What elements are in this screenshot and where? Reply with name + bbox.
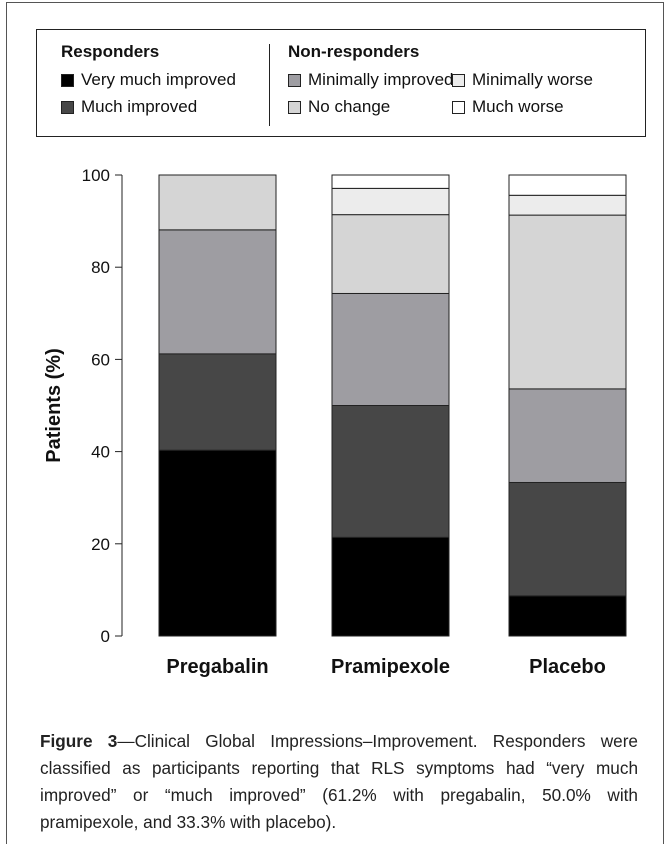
- legend-swatch: [452, 73, 465, 87]
- bar-segment: [158, 449, 277, 637]
- stacked-bar-chart: 0 20 40 60 80 100 Patients (%) Pregabalin Pramip…: [43, 166, 627, 678]
- legend-item-minimally-worse: Minimally worse: [452, 70, 593, 90]
- bar-segment: [158, 353, 277, 451]
- bar-segment: [331, 292, 450, 407]
- x-category-label: Placebo: [529, 656, 606, 678]
- legend-item-minimally-improved: Minimally improved: [288, 70, 453, 90]
- legend-responders-title: Responders: [61, 42, 160, 61]
- bar-segment: [331, 187, 450, 216]
- legend-swatch: [288, 73, 301, 87]
- bar-segment: [508, 481, 627, 597]
- x-category-label: Pregabalin: [166, 656, 268, 678]
- legend-item-no-change: No change: [288, 97, 390, 117]
- legend-item-very-much-improved: Very much improved: [61, 70, 236, 90]
- bar-segment: [331, 536, 450, 637]
- legend-label: No change: [308, 97, 391, 116]
- y-tick-label: 40: [91, 443, 110, 462]
- x-category-label: Pramipexole: [331, 656, 450, 678]
- bar-segment: [508, 388, 627, 483]
- bar-segment: [331, 405, 450, 538]
- y-tick-label: 60: [91, 350, 110, 369]
- bar-segment: [331, 174, 450, 189]
- legend-item-much-worse: Much worse: [452, 97, 564, 117]
- y-axis-label: Patients (%): [43, 348, 65, 462]
- legend-swatch: [61, 73, 74, 87]
- legend-swatch: [61, 100, 74, 114]
- legend-label: Minimally improved: [308, 70, 454, 89]
- y-tick-label: 0: [101, 627, 110, 646]
- legend-divider: [269, 44, 270, 126]
- bar-segment: [158, 174, 277, 231]
- y-tick-label: 20: [91, 535, 110, 554]
- bar-segment: [331, 214, 450, 294]
- bar-segment: [508, 214, 627, 390]
- figure-frame: [6, 2, 664, 844]
- bar-segment: [508, 194, 627, 216]
- bar-segment: [508, 595, 627, 637]
- legend-label: Very much improved: [81, 70, 236, 89]
- bar-segment: [508, 174, 627, 196]
- legend-item-much-improved: Much improved: [61, 97, 197, 117]
- chart-legend: Responders Very much improved Much impro…: [36, 29, 646, 137]
- figure-caption-text: —Clinical Global Impressions–Improvement…: [40, 731, 638, 832]
- y-tick-label: 100: [82, 166, 110, 185]
- figure-caption: Figure 3—Clinical Global Impressions–Imp…: [40, 728, 638, 836]
- legend-nonresponders-title: Non-responders: [288, 42, 420, 61]
- legend-label: Much worse: [472, 97, 564, 116]
- bar-segment: [158, 229, 277, 355]
- legend-swatch: [288, 100, 301, 114]
- y-tick-label: 80: [91, 258, 110, 277]
- legend-label: Minimally worse: [472, 70, 593, 89]
- legend-swatch: [452, 100, 465, 114]
- legend-label: Much improved: [81, 97, 198, 116]
- figure-label: Figure 3: [40, 731, 118, 751]
